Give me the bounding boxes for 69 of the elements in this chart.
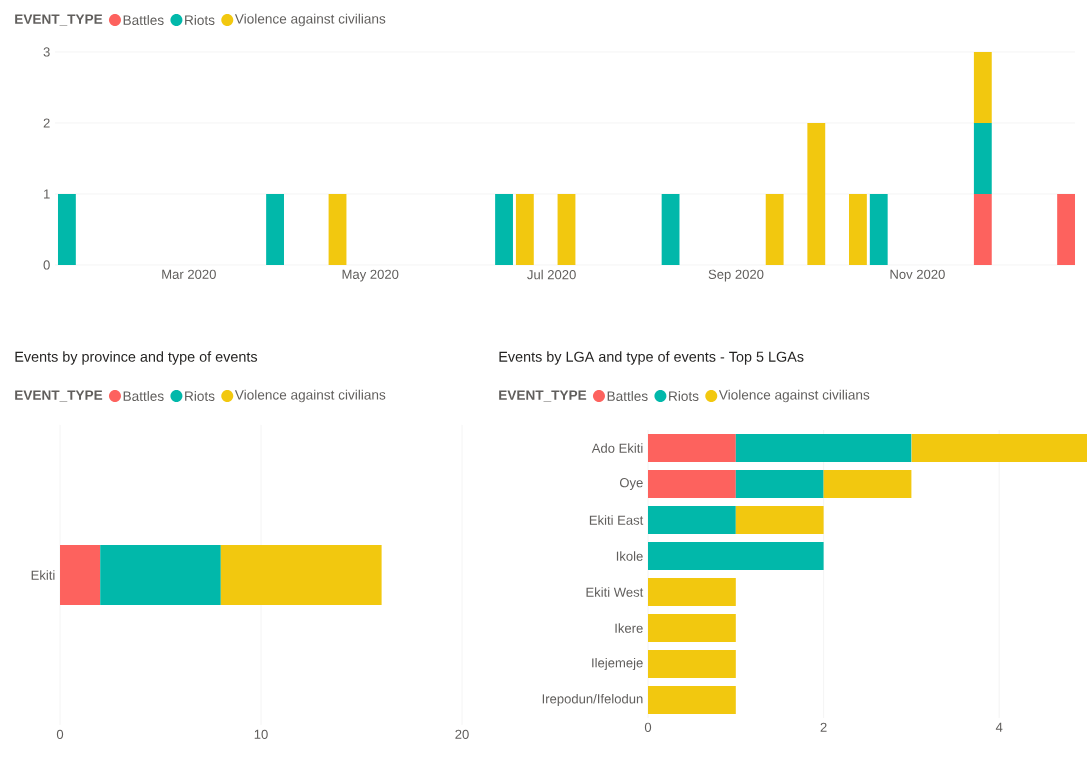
bar	[661, 193, 680, 265]
bar	[266, 193, 284, 265]
bar	[648, 505, 736, 535]
bar	[849, 193, 867, 265]
bar	[648, 433, 736, 463]
legend-title: EVENT_TYPE	[499, 390, 587, 402]
bar	[973, 193, 992, 265]
y-tick-label: 3	[43, 47, 50, 57]
y-tick-label: Ikere	[615, 623, 643, 633]
bar	[220, 544, 382, 605]
bar	[973, 122, 992, 194]
bar	[911, 433, 1087, 463]
legend-label: Riots	[185, 15, 215, 25]
bar	[515, 193, 534, 265]
bar	[735, 433, 912, 463]
x-tick-label: May 2020	[342, 269, 399, 282]
bar	[823, 469, 912, 499]
y-tick-label: Ekiti	[31, 570, 55, 580]
y-tick-label: 2	[43, 118, 50, 128]
legend-label: Battles	[123, 15, 164, 25]
legend-label: Battles	[123, 391, 164, 401]
bar	[648, 649, 736, 679]
x-tick-label: 0	[56, 729, 64, 739]
legend-title: EVENT_TYPE	[15, 14, 103, 26]
x-tick-label: 10	[254, 729, 268, 739]
x-tick-label: Nov 2020	[890, 269, 945, 279]
legend-label: Riots	[669, 391, 699, 401]
bar	[648, 469, 736, 499]
bar	[648, 541, 824, 571]
legend-label: Violence against civilians	[234, 13, 386, 27]
bar	[60, 544, 101, 605]
y-tick-label: Oye	[619, 478, 643, 490]
bar	[973, 51, 992, 123]
y-tick-label: Ilejemeje	[592, 657, 643, 671]
bar	[869, 193, 888, 265]
bar	[648, 685, 736, 715]
bar	[735, 505, 824, 535]
x-tick-label: 2	[820, 722, 827, 732]
bar	[1057, 193, 1076, 265]
chart-title: Events by LGA and type of events - Top 5 LGAs	[499, 351, 804, 365]
bar	[557, 193, 576, 265]
y-tick-label: Ekiti East	[589, 515, 644, 525]
x-tick-label: Sep 2020	[708, 269, 764, 282]
x-tick-label: Mar 2020	[162, 269, 216, 279]
bar	[328, 193, 347, 265]
legend-label: Violence against civilians	[234, 389, 386, 403]
y-tick-label: 1	[44, 189, 50, 199]
bar	[495, 193, 513, 265]
bar	[100, 544, 221, 605]
x-tick-label: Jul 2020	[527, 269, 576, 280]
bar	[765, 193, 784, 265]
legend-label: Violence against civilians	[718, 389, 870, 403]
y-tick-label: 0	[43, 260, 50, 270]
bar	[57, 193, 76, 265]
x-tick-label: 0	[644, 722, 652, 732]
y-tick-label: Ekiti West	[586, 587, 644, 597]
bar	[807, 122, 826, 265]
x-tick-label: 4	[995, 722, 1003, 732]
bar	[648, 577, 736, 607]
bar	[648, 613, 736, 643]
legend-title: EVENT_TYPE	[15, 390, 103, 402]
chart-title: Events by province and type of events	[15, 351, 258, 365]
bar	[735, 469, 824, 499]
y-tick-label: Ikole	[616, 551, 643, 561]
y-tick-label: Irepodun/Ifelodun	[542, 693, 643, 707]
legend-label: Battles	[607, 391, 648, 401]
y-tick-label: Ado Ekiti	[591, 443, 643, 453]
legend-label: Riots	[185, 391, 215, 401]
x-tick-label: 20	[455, 729, 469, 739]
